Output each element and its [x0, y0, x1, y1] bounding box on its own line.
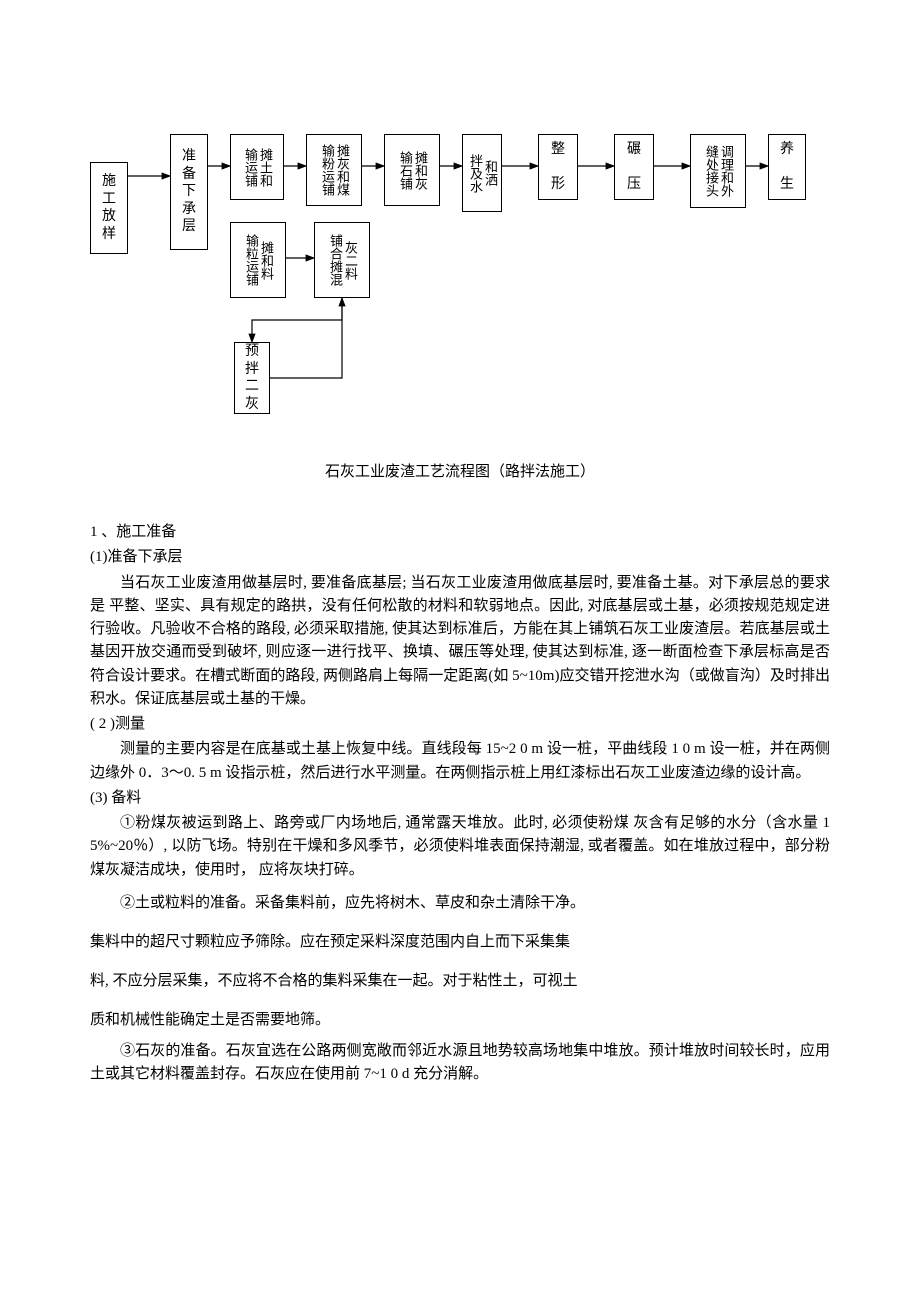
- flow-box-b9: 缝处接头调理和外: [690, 134, 746, 208]
- flow-box-b5: 输石铺摊和灰: [384, 134, 440, 206]
- flow-box-b13: 预拌二灰: [234, 342, 270, 414]
- flow-box-b11: 输粒运铺摊和料: [230, 222, 286, 298]
- section-1-title: (1)准备下承层: [90, 546, 830, 569]
- flow-box-b1: 施工放样: [90, 162, 128, 254]
- flow-box-b12: 铺合摊混灰二料: [314, 222, 370, 298]
- flow-box-b10: 养 生: [768, 134, 806, 200]
- flow-box-b3: 输运铺摊土和: [230, 134, 284, 200]
- flowchart-caption: 石灰工业废渣工艺流程图（路拌法施工）: [90, 460, 830, 481]
- section-3-title: (3) 备料: [90, 787, 830, 810]
- flow-box-b2: 准备下承层: [170, 134, 208, 250]
- heading-1: 1 、施工准备: [90, 521, 830, 544]
- section-1-para: 当石灰工业废渣用做基层时, 要准备底基层; 当石灰工业废渣用做底基层时, 要准备…: [90, 572, 830, 712]
- flow-box-b8: 碾 压: [614, 134, 654, 200]
- section-2-para: 测量的主要内容是在底基或土基上恢复中线。直线段每 15~2 0 m 设一桩，平曲…: [90, 738, 830, 785]
- section-2-title: ( 2 )测量: [90, 713, 830, 736]
- document-body: 1 、施工准备 (1)准备下承层 当石灰工业废渣用做基层时, 要准备底基层; 当…: [90, 521, 830, 1086]
- section-3-p3: 集料中的超尺寸颗粒应予筛除。应在预定采料深度范围内自上而下采集集: [90, 923, 830, 962]
- section-3-p4: 料, 不应分层采集，不应将不合格的集料采集在一起。对于粘性土，可视土: [90, 962, 830, 1001]
- process-flowchart: 施工放样 准备下承层输运铺摊土和输粉运铺摊灰和煤输石铺摊和灰拌及水和洒整 形碾 压…: [90, 130, 830, 450]
- flow-box-b4: 输粉运铺摊灰和煤: [306, 134, 362, 206]
- section-3-p6: ③石灰的准备。石灰宜选在公路两侧宽敞而邻近水源且地势较高场地集中堆放。预计堆放时…: [90, 1040, 830, 1087]
- flow-box-b6: 拌及水和洒: [462, 134, 502, 212]
- section-3-p1: ①粉煤灰被运到路上、路旁或厂内场地后, 通常露天堆放。此时, 必须使粉煤 灰含有…: [90, 812, 830, 882]
- section-3-p5: 质和机械性能确定土是否需要地筛。: [90, 1001, 830, 1040]
- section-3-p2: ②土或粒料的准备。采备集料前，应先将树木、草皮和杂土清除干净。: [90, 884, 830, 923]
- flow-box-b7: 整 形: [538, 134, 578, 200]
